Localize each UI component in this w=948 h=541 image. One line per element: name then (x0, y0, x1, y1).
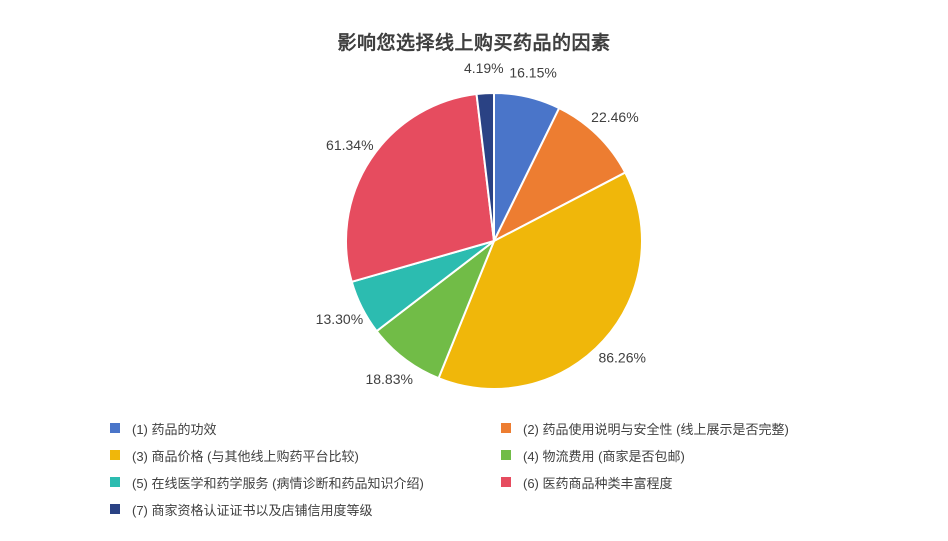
legend-item-1[interactable]: (1) 药品的功效 (110, 421, 501, 437)
legend-label: (1) 药品的功效 (132, 421, 217, 437)
pie-slice-2[interactable] (493, 107, 627, 242)
legend-item-4[interactable]: (4) 物流费用 (商家是否包邮) (501, 448, 890, 464)
chart-title: 影响您选择线上购买药品的因素 (337, 33, 611, 54)
legend-swatch-icon (110, 423, 120, 433)
legend-swatch-icon (501, 477, 511, 487)
slice-value-label-6: 61.34% (326, 137, 373, 153)
slice-value-label-5: 13.30% (316, 311, 363, 327)
legend-label: (6) 医药商品种类丰富程度 (523, 475, 673, 491)
slice-value-label-7: 4.19% (464, 60, 504, 76)
legend-item-6[interactable]: (6) 医药商品种类丰富程度 (501, 475, 890, 491)
legend-swatch-icon (110, 477, 120, 487)
pie-slice-6[interactable] (345, 93, 495, 283)
legend-swatch-icon (501, 450, 511, 460)
legend-label: (7) 商家资格认证证书以及店铺信用度等级 (132, 502, 373, 518)
pie-slice-7[interactable] (475, 91, 495, 242)
legend-swatch-icon (501, 423, 511, 433)
legend-label: (2) 药品使用说明与安全性 (线上展示是否完整) (523, 421, 789, 437)
legend-swatch-icon (110, 504, 120, 514)
legend-item-2[interactable]: (2) 药品使用说明与安全性 (线上展示是否完整) (501, 421, 890, 437)
legend-label: (3) 商品价格 (与其他线上购药平台比较) (132, 448, 359, 464)
slice-value-label-3: 86.26% (598, 349, 645, 365)
legend: (1) 药品的功效 (2) 药品使用说明与安全性 (线上展示是否完整) (3) … (110, 421, 890, 518)
slice-value-label-1: 16.15% (509, 64, 556, 80)
legend-item-5[interactable]: (5) 在线医学和药学服务 (病情诊断和药品知识介绍) (110, 475, 501, 491)
legend-item-3[interactable]: (3) 商品价格 (与其他线上购药平台比较) (110, 448, 501, 464)
legend-label: (5) 在线医学和药学服务 (病情诊断和药品知识介绍) (132, 475, 424, 491)
legend-label: (4) 物流费用 (商家是否包邮) (523, 448, 685, 464)
legend-item-7[interactable]: (7) 商家资格认证证书以及店铺信用度等级 (110, 502, 501, 518)
legend-swatch-icon (110, 450, 120, 460)
pie-slice-3[interactable] (437, 171, 643, 390)
slice-value-label-4: 18.83% (365, 371, 412, 387)
slice-value-label-2: 22.46% (591, 109, 638, 125)
